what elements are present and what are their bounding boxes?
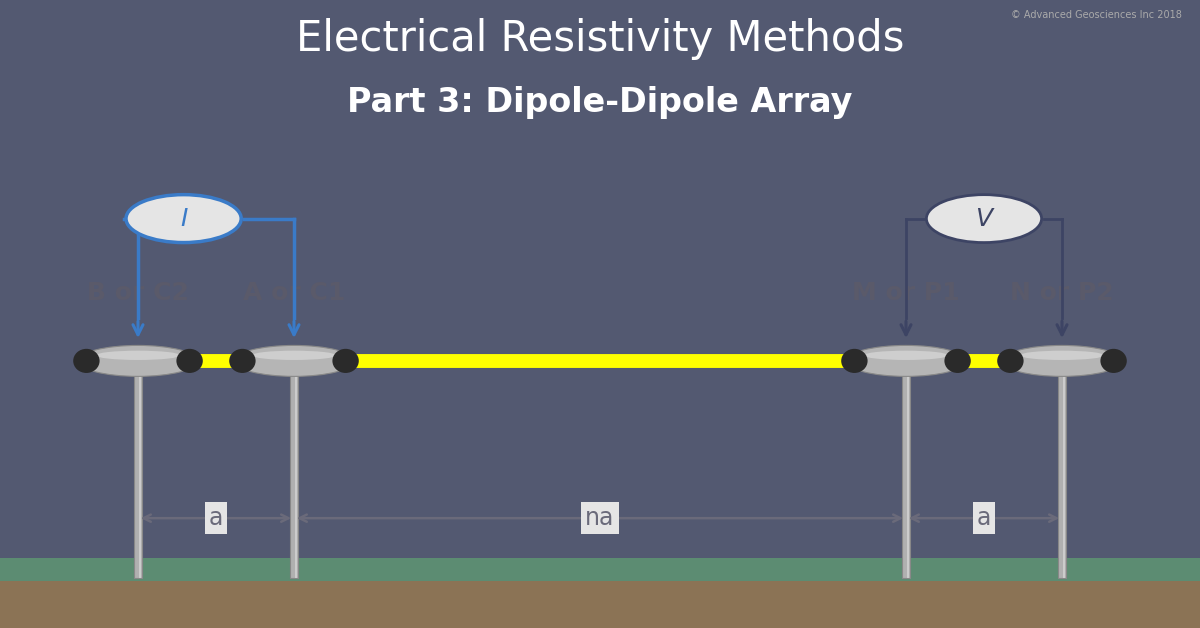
FancyBboxPatch shape xyxy=(902,364,911,578)
Ellipse shape xyxy=(864,350,948,360)
Text: © Advanced Geosciences Inc 2018: © Advanced Geosciences Inc 2018 xyxy=(1012,10,1182,20)
Bar xyxy=(0,558,1200,580)
FancyBboxPatch shape xyxy=(290,364,298,578)
Text: na: na xyxy=(586,506,614,530)
Ellipse shape xyxy=(252,350,336,360)
Text: A or C1: A or C1 xyxy=(242,281,346,305)
Text: Electrical Resistivity Methods: Electrical Resistivity Methods xyxy=(296,18,904,60)
Text: I: I xyxy=(180,207,187,230)
Text: B or C2: B or C2 xyxy=(88,281,188,305)
Ellipse shape xyxy=(229,349,256,373)
Ellipse shape xyxy=(1100,349,1127,373)
Text: N or P2: N or P2 xyxy=(1010,281,1114,305)
Ellipse shape xyxy=(234,345,354,376)
Circle shape xyxy=(926,195,1042,242)
Ellipse shape xyxy=(841,349,868,373)
Text: M or P1: M or P1 xyxy=(852,281,960,305)
Text: V: V xyxy=(976,207,992,230)
Ellipse shape xyxy=(846,345,966,376)
Text: a: a xyxy=(209,506,223,530)
FancyBboxPatch shape xyxy=(295,364,296,578)
Ellipse shape xyxy=(78,345,198,376)
Ellipse shape xyxy=(1020,350,1104,360)
Ellipse shape xyxy=(332,349,359,373)
Ellipse shape xyxy=(73,349,100,373)
Circle shape xyxy=(126,195,241,242)
Ellipse shape xyxy=(1002,345,1122,376)
Ellipse shape xyxy=(176,349,203,373)
Ellipse shape xyxy=(997,349,1024,373)
Ellipse shape xyxy=(944,349,971,373)
FancyBboxPatch shape xyxy=(1063,364,1064,578)
FancyBboxPatch shape xyxy=(134,364,143,578)
FancyBboxPatch shape xyxy=(907,364,908,578)
Bar xyxy=(0,578,1200,628)
Ellipse shape xyxy=(96,350,180,360)
FancyBboxPatch shape xyxy=(139,364,140,578)
FancyBboxPatch shape xyxy=(1058,364,1067,578)
Text: a: a xyxy=(977,506,991,530)
Text: Part 3: Dipole-Dipole Array: Part 3: Dipole-Dipole Array xyxy=(347,87,853,119)
